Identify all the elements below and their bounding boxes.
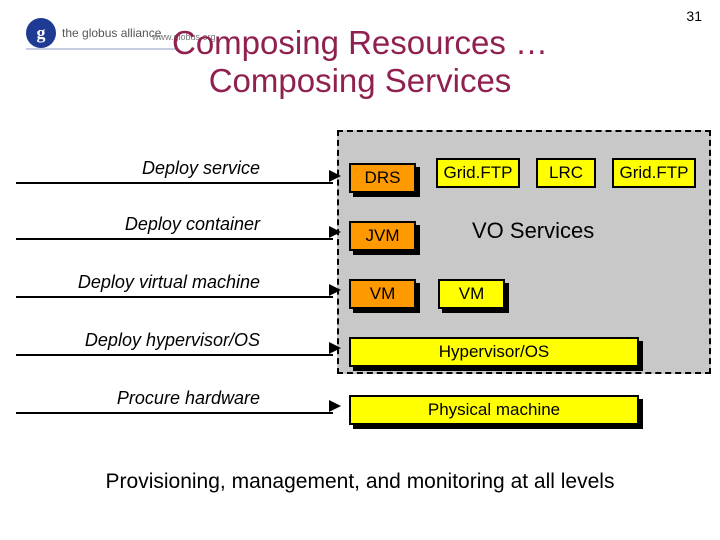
box-lrc: LRC [536, 158, 596, 188]
box-vm2: VM [438, 279, 505, 309]
box-vm1: VM [349, 279, 416, 309]
box-gftp1: Grid.FTP [436, 158, 520, 188]
box-phys: Physical machine [349, 395, 639, 425]
box-jvm: JVM [349, 221, 416, 251]
arrow-right-icon [329, 400, 341, 412]
row-line [16, 296, 333, 298]
page-number: 31 [686, 8, 702, 24]
row-label: Deploy hypervisor/OS [0, 330, 260, 351]
row-label: Deploy virtual machine [0, 272, 260, 293]
box-gftp2: Grid.FTP [612, 158, 696, 188]
row-label: Procure hardware [0, 388, 260, 409]
arrow-right-icon [329, 284, 341, 296]
row-label: Deploy container [0, 214, 260, 235]
slide-title: Composing Resources … Composing Services [0, 24, 720, 100]
row-line [16, 412, 333, 414]
title-line1: Composing Resources … [172, 24, 548, 61]
vo-services-label: VO Services [472, 218, 594, 244]
box-drs: DRS [349, 163, 416, 193]
arrow-right-icon [329, 342, 341, 354]
arrow-right-icon [329, 226, 341, 238]
row-line [16, 354, 333, 356]
row-line [16, 238, 333, 240]
row-line [16, 182, 333, 184]
footer-text: Provisioning, management, and monitoring… [0, 470, 720, 494]
box-hyp: Hypervisor/OS [349, 337, 639, 367]
arrow-right-icon [329, 170, 341, 182]
title-line2: Composing Services [209, 62, 512, 99]
row-label: Deploy service [0, 158, 260, 179]
